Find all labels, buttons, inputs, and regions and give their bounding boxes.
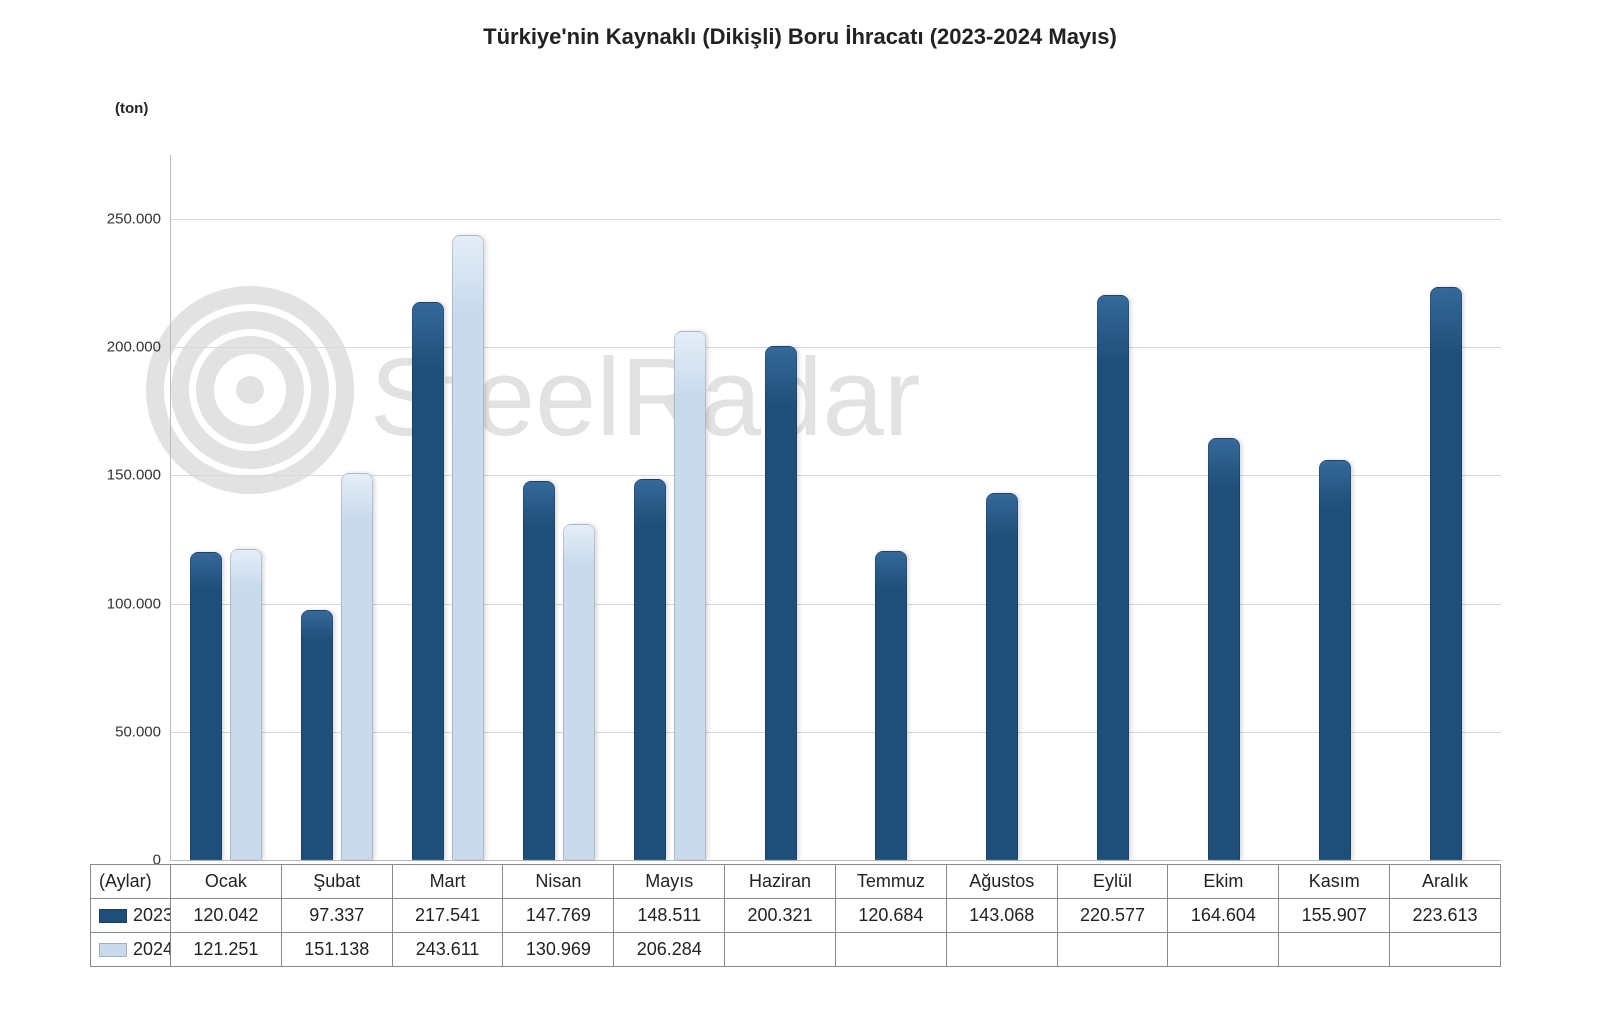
data-cell: [1057, 933, 1168, 967]
bar-group: [1169, 155, 1280, 860]
row-header-cell: 2023: [91, 899, 171, 933]
y-tick-label: 250.000: [107, 211, 171, 228]
data-cell: 120.684: [835, 899, 946, 933]
legend-label: 2023: [133, 905, 171, 925]
bar-group: [1279, 155, 1390, 860]
xlabel-header-cell: (Aylar): [91, 865, 171, 899]
bar-2024: [674, 331, 706, 860]
data-cell: 155.907: [1279, 899, 1390, 933]
month-header-cell: Kasım: [1279, 865, 1390, 899]
month-header-cell: Nisan: [503, 865, 614, 899]
data-cell: [725, 933, 836, 967]
data-cell: 130.969: [503, 933, 614, 967]
month-header-cell: Mayıs: [614, 865, 725, 899]
chart-title: Türkiye'nin Kaynaklı (Dikişli) Boru İhra…: [0, 24, 1600, 50]
table-header-row: (Aylar)OcakŞubatMartNisanMayısHaziranTem…: [91, 865, 1501, 899]
month-header-cell: Ocak: [171, 865, 282, 899]
plot-area: 050.000100.000150.000200.000250.000: [170, 155, 1500, 860]
bar-2023: [412, 302, 444, 860]
data-cell: [1168, 933, 1279, 967]
data-cell: 243.611: [392, 933, 503, 967]
chart-container: { "chart": { "type": "bar", "title": "Tü…: [0, 0, 1600, 1031]
legend-label: 2024: [133, 939, 171, 959]
bar-2023: [301, 610, 333, 860]
month-header-cell: Aralık: [1390, 865, 1501, 899]
month-header-cell: Ekim: [1168, 865, 1279, 899]
data-cell: 206.284: [614, 933, 725, 967]
bar-2024: [452, 235, 484, 860]
bar-2023: [523, 481, 555, 860]
bar-2023: [765, 346, 797, 860]
month-header-cell: Ağustos: [946, 865, 1057, 899]
row-header-cell: 2024: [91, 933, 171, 967]
data-cell: 148.511: [614, 899, 725, 933]
month-header-cell: Mart: [392, 865, 503, 899]
month-header-cell: Temmuz: [835, 865, 946, 899]
data-cell: 164.604: [1168, 899, 1279, 933]
bar-2023: [986, 493, 1018, 860]
legend-swatch: [99, 943, 127, 957]
data-cell: 97.337: [281, 899, 392, 933]
bar-2024: [341, 473, 373, 860]
bar-2024: [563, 524, 595, 860]
bar-group: [725, 155, 836, 860]
data-table: (Aylar)OcakŞubatMartNisanMayısHaziranTem…: [90, 864, 1501, 967]
data-cell: [1279, 933, 1390, 967]
data-cell: 147.769: [503, 899, 614, 933]
bar-group: [947, 155, 1058, 860]
bar-2024: [230, 549, 262, 860]
table-row: 2024121.251151.138243.611130.969206.284: [91, 933, 1501, 967]
bar-group: [504, 155, 615, 860]
bar-group: [1058, 155, 1169, 860]
y-tick-label: 100.000: [107, 595, 171, 612]
bar-2023: [1208, 438, 1240, 860]
bar-2023: [1319, 460, 1351, 860]
bar-2023: [190, 552, 222, 860]
data-cell: [946, 933, 1057, 967]
y-tick-label: 150.000: [107, 467, 171, 484]
data-cell: 220.577: [1057, 899, 1168, 933]
bar-group: [1390, 155, 1501, 860]
data-cell: 223.613: [1390, 899, 1501, 933]
bar-2023: [875, 551, 907, 860]
y-tick-label: 200.000: [107, 339, 171, 356]
bar-group: [171, 155, 282, 860]
bar-group: [393, 155, 504, 860]
bar-group: [614, 155, 725, 860]
table-row: 2023120.04297.337217.541147.769148.51120…: [91, 899, 1501, 933]
data-cell: 120.042: [171, 899, 282, 933]
data-cell: 151.138: [281, 933, 392, 967]
data-cell: [1390, 933, 1501, 967]
data-cell: 200.321: [725, 899, 836, 933]
data-cell: 217.541: [392, 899, 503, 933]
data-cell: 121.251: [171, 933, 282, 967]
bar-group: [836, 155, 947, 860]
y-axis-label: (ton): [115, 100, 148, 117]
month-header-cell: Şubat: [281, 865, 392, 899]
bar-2023: [1097, 295, 1129, 860]
bar-2023: [1430, 287, 1462, 860]
month-header-cell: Haziran: [725, 865, 836, 899]
bar-group: [282, 155, 393, 860]
y-tick-label: 50.000: [115, 723, 171, 740]
data-cell: 143.068: [946, 899, 1057, 933]
bar-2023: [634, 479, 666, 860]
legend-swatch: [99, 909, 127, 923]
data-cell: [835, 933, 946, 967]
month-header-cell: Eylül: [1057, 865, 1168, 899]
